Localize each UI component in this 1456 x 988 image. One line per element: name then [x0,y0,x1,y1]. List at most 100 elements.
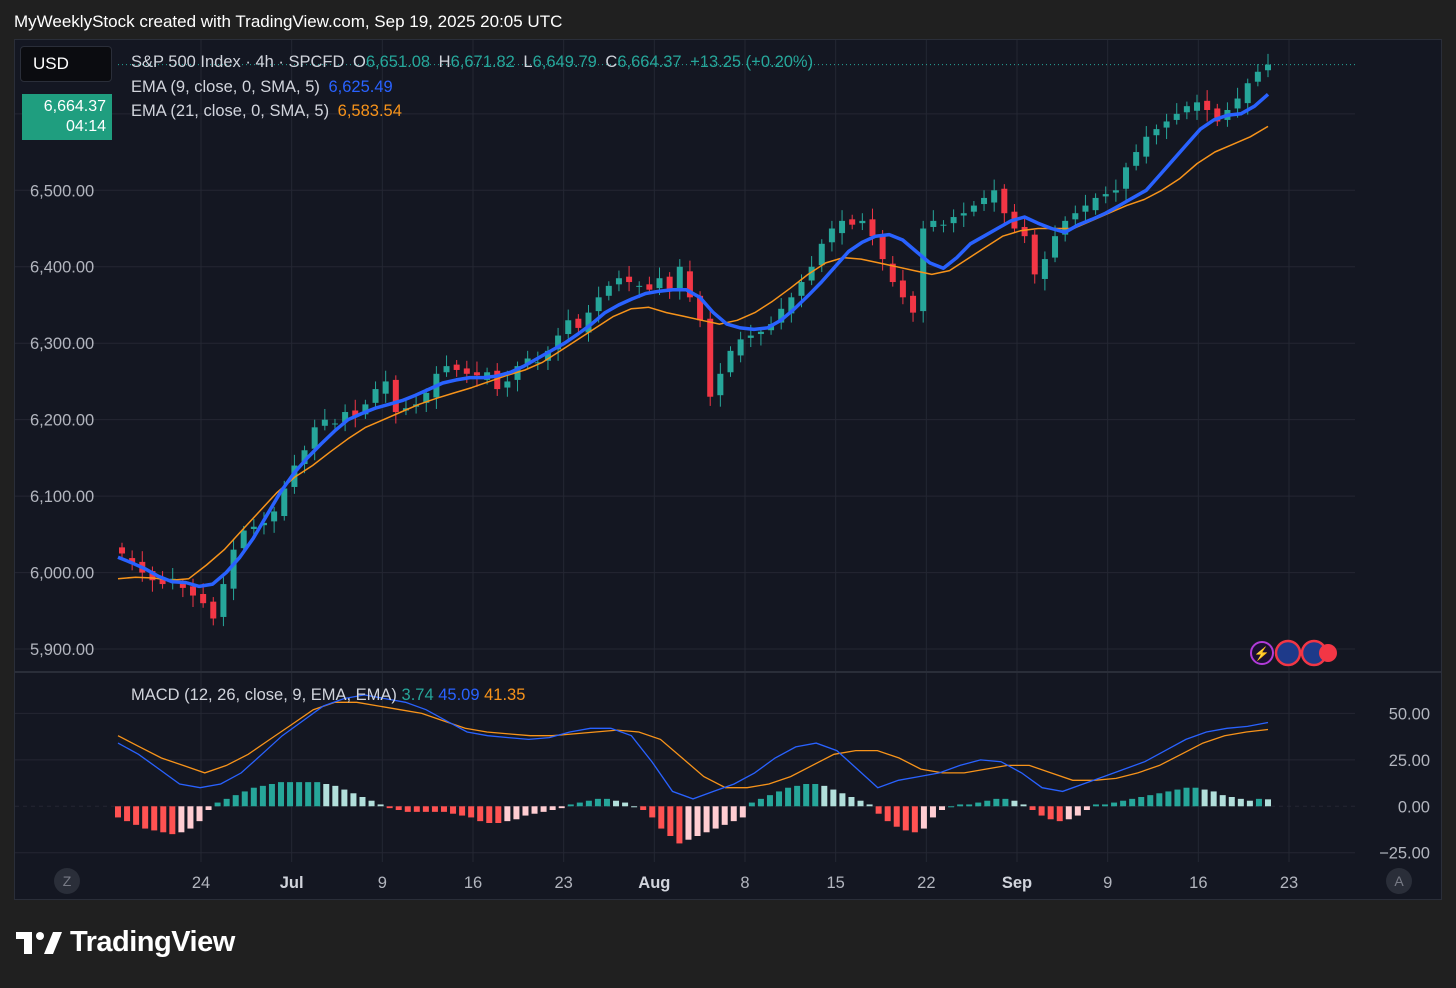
candle-body [940,224,947,226]
candle-body [585,312,592,333]
macd-histogram-bar [142,806,149,829]
macd-histogram-bar [196,806,203,822]
ema21-legend[interactable]: EMA (21, close, 0, SMA, 5) 6,583.54 [131,102,406,121]
lightning-icon: ⚡ [1254,646,1270,662]
candle-body [889,263,896,283]
macd-histogram-bar [1111,802,1118,807]
auto-scale-button[interactable]: A [1386,868,1412,894]
macd-histogram-bar [115,806,121,818]
ema9-legend[interactable]: EMA (9, close, 0, SMA, 5) 6,625.49 [131,78,397,97]
candle [1133,144,1140,171]
macd-legend[interactable]: MACD (12, 26, close, 9, EMA, EMA) 3.74 4… [131,686,525,705]
macd-histogram-bar [975,802,982,807]
time-tick-label: 8 [740,874,749,892]
zoom-button[interactable]: Z [54,868,80,894]
open-label: O [352,53,366,71]
macd-histogram-bar [866,804,873,807]
candle-body [910,295,917,313]
macd-histogram-bar [277,782,284,807]
macd-histogram-bar [984,800,991,807]
candle-body [281,488,288,517]
candle-body [879,234,886,260]
candle-body [676,266,683,289]
macd-histogram-bar [377,804,384,807]
macd-histogram-bar [766,795,773,807]
candle-body [179,583,186,588]
candle-body [818,243,825,266]
candle [626,265,633,292]
candle-body [250,526,257,530]
macd-histogram-bar [1165,791,1172,807]
candles-layer [119,53,1271,627]
time-tick-label: 9 [1103,874,1112,892]
candle [1082,194,1089,224]
symbol-title[interactable]: S&P 500 Index · 4h · SPCFD [131,53,345,71]
close-label: C [605,53,618,71]
ema9-value: 6,625.49 [328,78,393,96]
macd-histogram-bar [214,802,221,807]
candle [1143,126,1150,164]
candle [119,542,125,559]
candle-body [301,450,308,465]
macd-histogram-bar [957,804,964,807]
candle-body [757,331,764,335]
candle-body [615,278,622,285]
candle-body [565,320,572,335]
candle-body [423,392,430,403]
macd-histogram-bar [748,802,755,807]
candle [1163,113,1170,140]
candle [889,256,896,287]
macd-label[interactable]: MACD (12, 26, close, 9, EMA, EMA) [131,686,397,704]
macd-histogram-bar [794,785,801,807]
candle-body [717,373,724,396]
candle-body [453,364,460,370]
candle-body [230,549,237,589]
time-tick-label: 15 [826,874,844,892]
macd-histogram-bar [1056,806,1063,822]
macd-histogram-bar [966,804,973,807]
macd-histogram-bar [459,806,466,816]
ema21-label[interactable]: EMA (21, close, 0, SMA, 5) [131,102,330,120]
macd-histogram-bar [350,793,357,807]
candle [920,220,927,323]
macd-histogram-bar [1174,789,1181,807]
chart-panel[interactable] [14,39,1442,900]
macd-histogram-bar [1020,804,1027,807]
macd-signal-value: 41.35 [484,686,526,704]
candle-body [524,358,531,365]
candle-body [1153,129,1160,136]
macd-histogram-bar [830,789,837,807]
currency-selector[interactable]: USD [20,46,112,82]
macd-histogram-bar [1083,806,1090,810]
candle-body [392,379,399,413]
ohlc-legend[interactable]: S&P 500 Index · 4h · SPCFD O6,651.08 H6,… [131,53,817,72]
candle [311,419,318,461]
candle [372,381,379,410]
candle-body [626,276,633,283]
candle [1102,186,1109,204]
candle-body [220,584,227,617]
candle-body [788,297,795,314]
macd-histogram-bar [296,782,303,807]
time-tick-label: Aug [638,874,670,892]
macd-histogram-bar [160,806,167,833]
price-tick-label: 6,000.00 [30,565,94,583]
macd-histogram-bar [685,806,692,840]
candle-body [798,282,805,296]
flag-icon-us-3 [1319,644,1337,662]
macd-axis: 50.00 25.00 0.00 −25.00 [1379,705,1430,862]
candle [210,597,217,626]
ema9-label[interactable]: EMA (9, close, 0, SMA, 5) [131,78,320,96]
candle [839,210,846,245]
macd-histogram-bar [1029,806,1036,810]
candle [271,506,278,533]
candle [960,202,967,227]
candle [899,269,906,305]
last-price-value: 6,664.37 [43,98,106,115]
candle-body [828,228,835,243]
bar-countdown: 04:14 [65,118,106,135]
macd-histogram-bar [1201,789,1208,807]
candle [1194,94,1201,120]
macd-histogram-bar [477,806,484,822]
